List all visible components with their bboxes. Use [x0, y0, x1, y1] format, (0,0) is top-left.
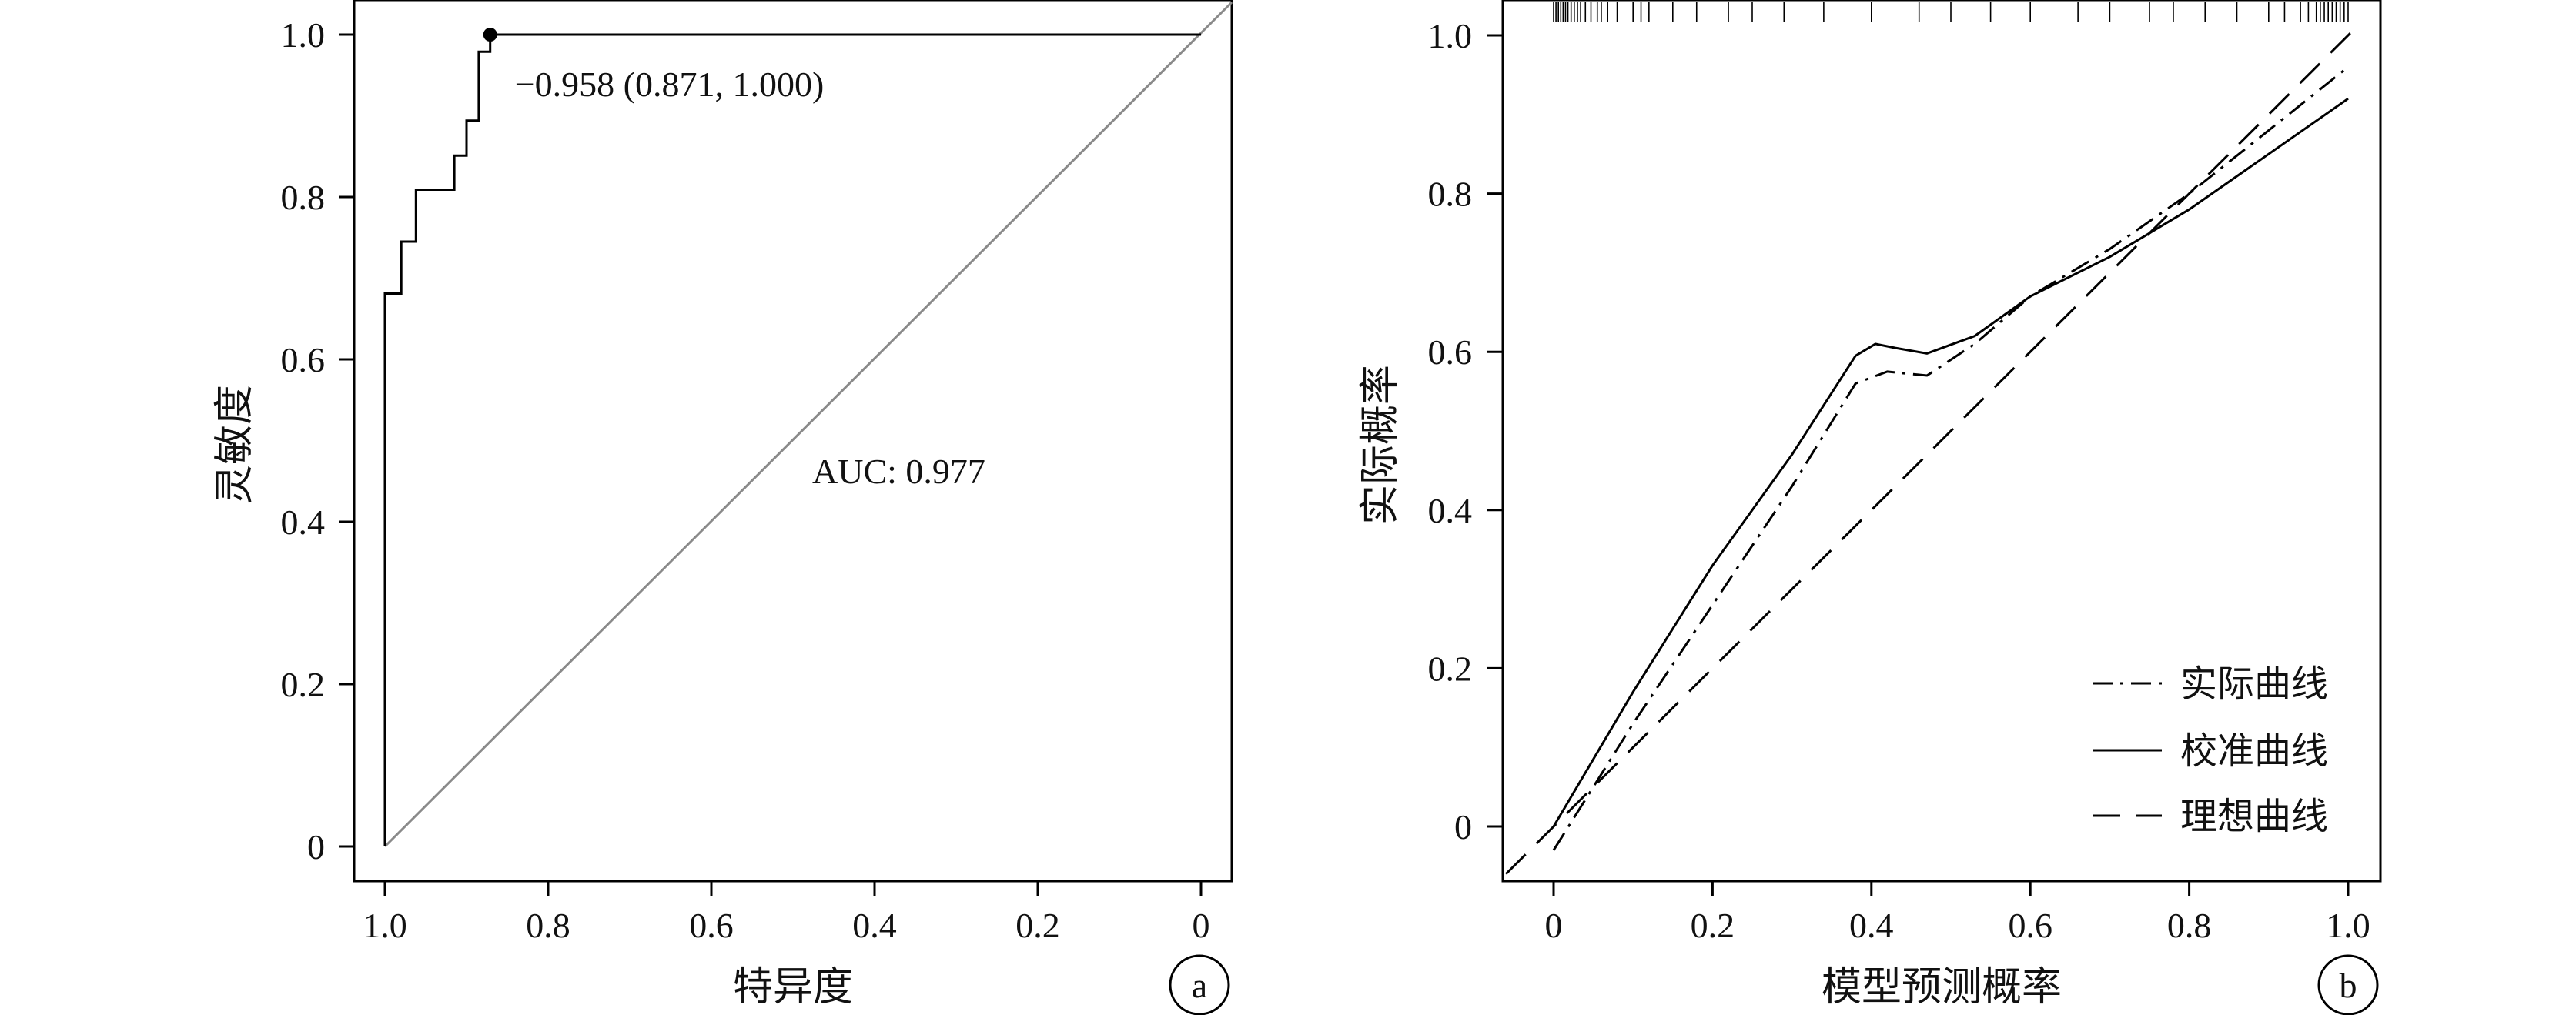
- panel-b-y-tick-label: 0.2: [1428, 649, 1473, 688]
- panel-b-series-line-2: [1505, 26, 2357, 875]
- panel-a-auc-annotation: AUC: 0.977: [812, 452, 985, 491]
- panel-b-y-tick-label: 1.0: [1428, 16, 1473, 55]
- panel-b-y-tick-label: 0.6: [1428, 332, 1473, 372]
- panel-b-rug: [1553, 2, 2349, 22]
- panel-b: 0 0.2 0.4 0.6 0.8 1.0 0 0.2 0.4 0.6 0.8 1.0 模型预测概率…: [1359, 0, 2382, 1015]
- legend-label-actual: 实际曲线: [2180, 664, 2328, 705]
- panel-a-x-tick-label: 0.8: [526, 906, 570, 945]
- panel-b-x-tick-label: 0.6: [2008, 906, 2052, 945]
- panel-a-cutoff-label: −0.958 (0.871, 1.000): [515, 65, 825, 104]
- panel-b-series-line-0: [1552, 65, 2349, 851]
- panel-b-legend: 实际曲线 校准曲线 理想曲线: [2093, 664, 2328, 837]
- panel-a-x-tick-label: 0.4: [852, 906, 897, 945]
- panel-a-x-ticks: 1.0 0.8 0.6 0.4 0.2 0: [363, 881, 1210, 945]
- panel-b-series: [1505, 26, 2357, 875]
- legend-label-ideal: 理想曲线: [2180, 796, 2328, 837]
- panel-b-label-circle: [2317, 954, 2379, 1015]
- panel-b-x-tick-label: 0: [1545, 906, 1563, 945]
- panel-b-x-tick-label: 0.8: [2167, 906, 2212, 945]
- panel-b-y-tick-label: 0.4: [1428, 491, 1473, 530]
- panel-a-y-tick-label: 0.6: [281, 340, 326, 379]
- panel-a-x-axis-title: 特异度: [733, 966, 853, 1010]
- panel-b-frame: [1501, 0, 2382, 883]
- panel-b-x-tick-label: 0.4: [1849, 906, 1894, 945]
- panel-a-y-tick-label: 0: [307, 827, 325, 866]
- panel-b-x-ticks: 0 0.2 0.4 0.6 0.8 1.0: [1545, 881, 2370, 945]
- panel-b-y-ticks: 0 0.2 0.4 0.6 0.8 1.0: [1428, 16, 1503, 846]
- panel-a-y-tick-label: 1.0: [281, 15, 326, 55]
- panel-b-y-tick-label: 0: [1454, 807, 1472, 846]
- panel-a-label: a: [1192, 966, 1207, 1005]
- panel-a-roc-curve: [383, 33, 1201, 846]
- panel-a-y-tick-label: 0.8: [281, 178, 326, 217]
- panel-a-y-tick-label: 0.2: [281, 665, 326, 704]
- panel-a-cutoff-point: [483, 28, 497, 42]
- panel-b-series-line-1: [1552, 97, 2349, 827]
- panel-a: −0.958 (0.871, 1.000) AUC: 0.977 1.0 0.8 0…: [213, 0, 1233, 1015]
- panel-b-y-tick-label: 0.8: [1428, 175, 1473, 214]
- panel-b-x-axis-title: 模型预测概率: [1822, 966, 2062, 1010]
- panel-a-frame: [353, 0, 1233, 883]
- panel-a-y-axis-title: 灵敏度: [213, 385, 257, 505]
- panel-a-label-circle: [1169, 954, 1230, 1015]
- panel-a-x-tick-label: 1.0: [363, 906, 407, 945]
- panel-a-x-tick-label: 0: [1193, 906, 1210, 945]
- panel-a-reference-line: [383, 1, 1233, 848]
- panel-a-x-tick-label: 0.6: [689, 906, 734, 945]
- panel-b-x-tick-label: 1.0: [2326, 906, 2370, 945]
- panel-a-y-tick-label: 0.4: [281, 502, 326, 542]
- legend-label-calibration: 校准曲线: [2180, 731, 2328, 772]
- panel-b-label: b: [2340, 966, 2357, 1005]
- panel-a-y-ticks: 0 0.2 0.4 0.6 0.8 1.0: [281, 15, 354, 866]
- panel-b-y-axis-title: 实际概率: [1359, 365, 1403, 525]
- panel-b-x-tick-label: 0.2: [1691, 906, 1735, 945]
- panel-a-x-tick-label: 0.2: [1015, 906, 1060, 945]
